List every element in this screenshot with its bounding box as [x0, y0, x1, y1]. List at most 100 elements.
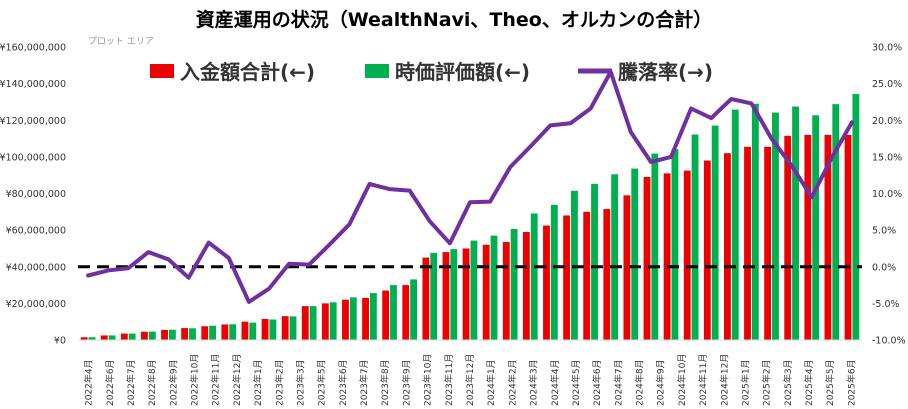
- market-value-bar: [390, 285, 397, 340]
- x-tick-label: 2025年5月: [824, 359, 836, 406]
- chart-legend: 入金額合計(←) 時価評価額(←) 騰落率(→): [150, 60, 713, 84]
- x-tick-label: 2024年12月: [718, 354, 730, 406]
- market-value-bar: [631, 168, 639, 340]
- legend-label: 入金額合計(←): [180, 60, 315, 84]
- market-value-bar: [329, 302, 337, 340]
- x-tick-label: 2023年7月: [358, 359, 370, 406]
- market-value-bar: [772, 112, 779, 340]
- legend-swatch: [365, 64, 389, 78]
- deposit-bar: [543, 225, 550, 340]
- left-tick-label: ¥80,000,000: [6, 189, 66, 200]
- market-value-bar: [430, 252, 438, 340]
- right-tick-label: -5.0%: [872, 299, 900, 310]
- market-value-bar: [812, 115, 820, 340]
- deposit-bar: [744, 146, 751, 340]
- deposit-bar: [362, 297, 369, 340]
- market-value-bar: [751, 103, 759, 340]
- x-tick-label: 2024年8月: [634, 359, 646, 406]
- deposit-bar: [563, 215, 571, 340]
- x-tick-label: 2025年2月: [761, 359, 773, 406]
- x-tick-label: 2022年7月: [125, 359, 137, 406]
- market-value-bar: [450, 249, 458, 340]
- x-tick-label: 2022年12月: [231, 354, 243, 406]
- deposit-bar: [824, 134, 832, 340]
- market-value-bar: [711, 125, 719, 340]
- market-value-bar: [410, 279, 418, 340]
- market-value-bar: [148, 331, 156, 340]
- deposit-bar: [844, 134, 852, 340]
- right-tick-label: 20.0%: [872, 116, 902, 127]
- x-tick-label: 2023年3月: [294, 359, 306, 406]
- chart-title: 資産運用の状況（WealthNavi、Theo、オルカンの合計）: [196, 8, 713, 31]
- market-value-bar: [530, 213, 538, 340]
- deposit-bar: [80, 337, 88, 340]
- right-tick-label: 30.0%: [872, 43, 902, 54]
- deposit-bar: [120, 333, 128, 340]
- deposit-bar: [703, 160, 711, 340]
- x-tick-label: 2024年10月: [676, 354, 688, 406]
- left-tick-label: ¥100,000,000: [0, 152, 66, 163]
- market-value-bar: [691, 134, 699, 340]
- deposit-bar: [301, 306, 309, 340]
- x-tick-label: 2022年4月: [83, 359, 95, 406]
- deposit-bar: [764, 146, 772, 340]
- x-tick-label: 2024年11月: [697, 354, 709, 406]
- bars: [78, 94, 862, 341]
- left-tick-label: ¥160,000,000: [0, 43, 66, 54]
- deposit-bar: [422, 257, 430, 340]
- legend-label: 騰落率(→): [618, 60, 713, 84]
- x-tick-label: 2022年6月: [104, 359, 116, 406]
- deposit-bar: [663, 173, 671, 340]
- market-value-bar: [731, 109, 739, 340]
- deposit-bar: [402, 285, 410, 340]
- deposit-bar: [442, 252, 450, 340]
- x-axis: 2022年4月 2022年6月 2022年7月 2022年8月 2022年9月 2022年…: [83, 354, 858, 406]
- x-tick-label: 2024年7月: [612, 359, 624, 406]
- market-value-bar: [510, 229, 518, 340]
- x-tick-label: 2025年4月: [803, 359, 815, 406]
- market-value-bar: [470, 240, 478, 340]
- deposit-bar: [221, 324, 229, 340]
- market-value-bar: [309, 306, 317, 340]
- market-value-bar: [229, 324, 237, 340]
- x-tick-label: 2023年1月: [252, 359, 264, 406]
- x-tick-label: 2023年12月: [464, 354, 476, 406]
- market-value-bar: [209, 325, 217, 340]
- right-tick-label: 15.0%: [872, 152, 902, 163]
- deposit-bar: [181, 328, 189, 340]
- x-tick-label: 2022年11月: [210, 354, 222, 406]
- x-tick-label: 2025年6月: [845, 359, 857, 406]
- x-tick-label: 2023年5月: [316, 359, 328, 406]
- market-value-bar: [289, 316, 297, 340]
- x-tick-label: 2022年8月: [146, 359, 158, 406]
- market-value-bar: [128, 333, 136, 340]
- x-tick-label: 2024年6月: [591, 359, 603, 406]
- market-value-bar: [269, 319, 277, 340]
- x-tick-label: 2023年8月: [379, 359, 391, 406]
- x-tick-label: 2023年10月: [422, 354, 434, 406]
- right-tick-label: 5.0%: [872, 226, 896, 237]
- x-tick-label: 2023年6月: [337, 359, 349, 406]
- left-tick-label: ¥20,000,000: [6, 299, 66, 310]
- right-tick-label: 0.0%: [872, 262, 896, 273]
- deposit-bar: [804, 134, 812, 340]
- market-value-bar: [671, 149, 679, 340]
- market-value-bar: [852, 94, 860, 340]
- market-value-bar: [832, 104, 840, 340]
- deposit-bar: [784, 135, 792, 340]
- x-tick-label: 2025年3月: [782, 359, 794, 406]
- left-tick-label: ¥0: [54, 336, 66, 347]
- market-value-bar: [88, 337, 96, 340]
- legend-swatch: [150, 64, 174, 78]
- deposit-bar: [482, 244, 490, 340]
- x-tick-label: 2023年9月: [400, 359, 412, 406]
- x-tick-label: 2022年9月: [167, 359, 179, 406]
- deposit-bar: [603, 209, 611, 340]
- left-tick-label: ¥140,000,000: [0, 79, 66, 90]
- x-tick-label: 2024年2月: [506, 359, 518, 406]
- market-value-bar: [490, 235, 498, 340]
- right-tick-label: 25.0%: [872, 79, 902, 90]
- deposit-bar: [321, 303, 329, 340]
- x-tick-label: 2022年10月: [189, 354, 201, 406]
